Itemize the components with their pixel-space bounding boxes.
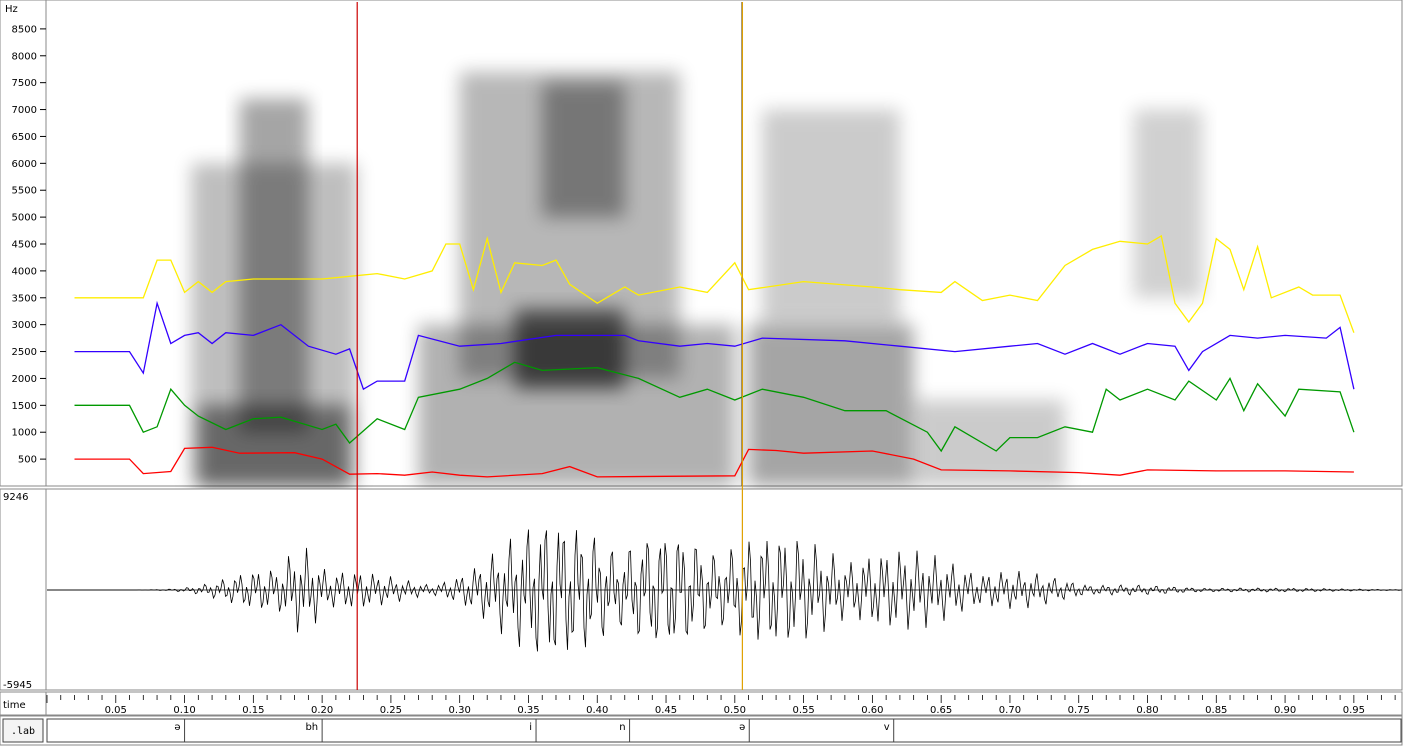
segment-label: i (529, 722, 532, 733)
tier-name-button[interactable] (2, 718, 44, 743)
label-tier-track[interactable] (46, 718, 1402, 743)
time-tick-label: 0.70 (999, 705, 1021, 716)
time-tick-label: 0.25 (380, 705, 402, 716)
y-tick-label: 1000 (12, 428, 37, 439)
time-tick-label: 0.40 (586, 705, 608, 716)
time-tick-label: 0.90 (1274, 705, 1296, 716)
y-tick-label: 3000 (12, 320, 37, 331)
spectrogram-energy (239, 98, 309, 433)
waveform-trace (47, 529, 1402, 652)
time-tick-label: 0.50 (724, 705, 746, 716)
time-tick-label: 0.60 (861, 705, 883, 716)
formant-tracks (74, 234, 1355, 478)
time-tick-label: 0.55 (792, 705, 814, 716)
segment-label: v (884, 722, 890, 733)
y-tick-label: 4500 (12, 240, 37, 251)
time-tick-label: 0.05 (105, 705, 127, 716)
time-axis: 0.05 0.10 0.15 0.20 0.25 0.30 0.35 0.40 0.45 0.50… (46, 695, 1396, 716)
spectrogram-energy (913, 399, 1065, 486)
waveform-max-label: 9246 (3, 492, 28, 503)
label-segments: ə bh i n ə v (174, 719, 895, 742)
spectrogram-energy (514, 308, 625, 390)
time-tick-label: 0.65 (930, 705, 952, 716)
spectrogram-energy (198, 405, 350, 486)
formant-track-4 (74, 234, 1355, 333)
label-tier-frame (0, 715, 1403, 746)
time-tick-label: 0.85 (1205, 705, 1227, 716)
y-tick-label: 6000 (12, 159, 37, 170)
formant-track-1 (74, 446, 1354, 478)
time-tick-label: 0.75 (1068, 705, 1090, 716)
formant-track-3 (74, 300, 1355, 391)
time-tick-label: 0.10 (173, 705, 195, 716)
time-tick-label: 0.30 (449, 705, 471, 716)
segment-label: ə (174, 722, 180, 733)
spectrogram-energy (748, 324, 914, 486)
y-tick-label: 8000 (12, 51, 37, 62)
time-tick-label: 0.45 (655, 705, 677, 716)
y-tick-label: 2000 (12, 374, 37, 385)
spectrogram-energy (542, 82, 625, 218)
y-tick-label: 7000 (12, 105, 37, 116)
waveform-min-label: -5945 (3, 680, 32, 691)
segment-label: ə (739, 722, 745, 733)
y-tick-label: 5500 (12, 186, 37, 197)
spectrogram-energy (762, 109, 900, 325)
segment-label: n (619, 722, 625, 733)
time-axis-title: time (3, 700, 26, 711)
y-tick-label: 1500 (12, 401, 37, 412)
spectrogram-unit-label: Hz (5, 4, 18, 15)
time-tick-label: 0.15 (242, 705, 264, 716)
y-tick-label: 2500 (12, 347, 37, 358)
y-tick-label: 5000 (12, 213, 37, 224)
time-cursors[interactable] (356, 2, 743, 690)
time-tick-label: 0.95 (1343, 705, 1365, 716)
time-axis-frame (0, 691, 1403, 716)
y-tick-label: 8500 (12, 24, 37, 35)
y-tick-label: 3500 (12, 293, 37, 304)
spectrogram-y-axis: 500 1000 1500 2000 2500 3000 3500 4000 4500 5000 5… (12, 24, 46, 466)
segment-label: bh (305, 722, 318, 733)
time-tick-label: 0.20 (311, 705, 333, 716)
y-tick-label: 500 (18, 455, 37, 466)
time-tick-label: 0.80 (1136, 705, 1158, 716)
time-tick-label: 0.35 (517, 705, 539, 716)
tier-name: .lab (11, 726, 35, 737)
y-tick-label: 6500 (12, 132, 37, 143)
formant-track-2 (74, 361, 1355, 453)
y-tick-label: 7500 (12, 78, 37, 89)
y-tick-label: 4000 (12, 266, 37, 277)
